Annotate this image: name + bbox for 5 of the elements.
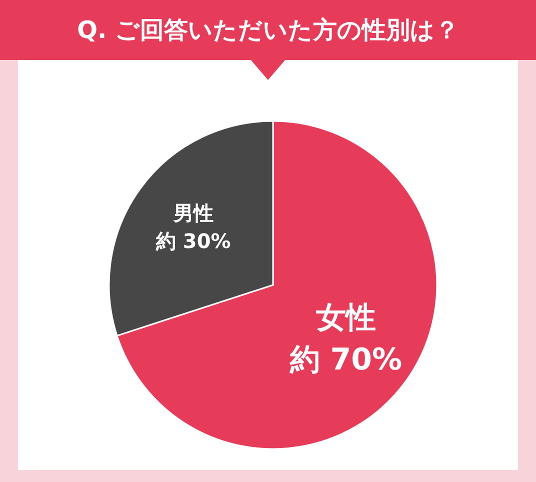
data-label: 約 70% [288,342,402,378]
slice-label: 女性 [314,300,376,336]
data-label: 約 30% [154,229,231,254]
chart-title: Q. ご回答いただいた方の性別は？ [0,0,536,60]
slice-label: 男性 [172,201,214,226]
